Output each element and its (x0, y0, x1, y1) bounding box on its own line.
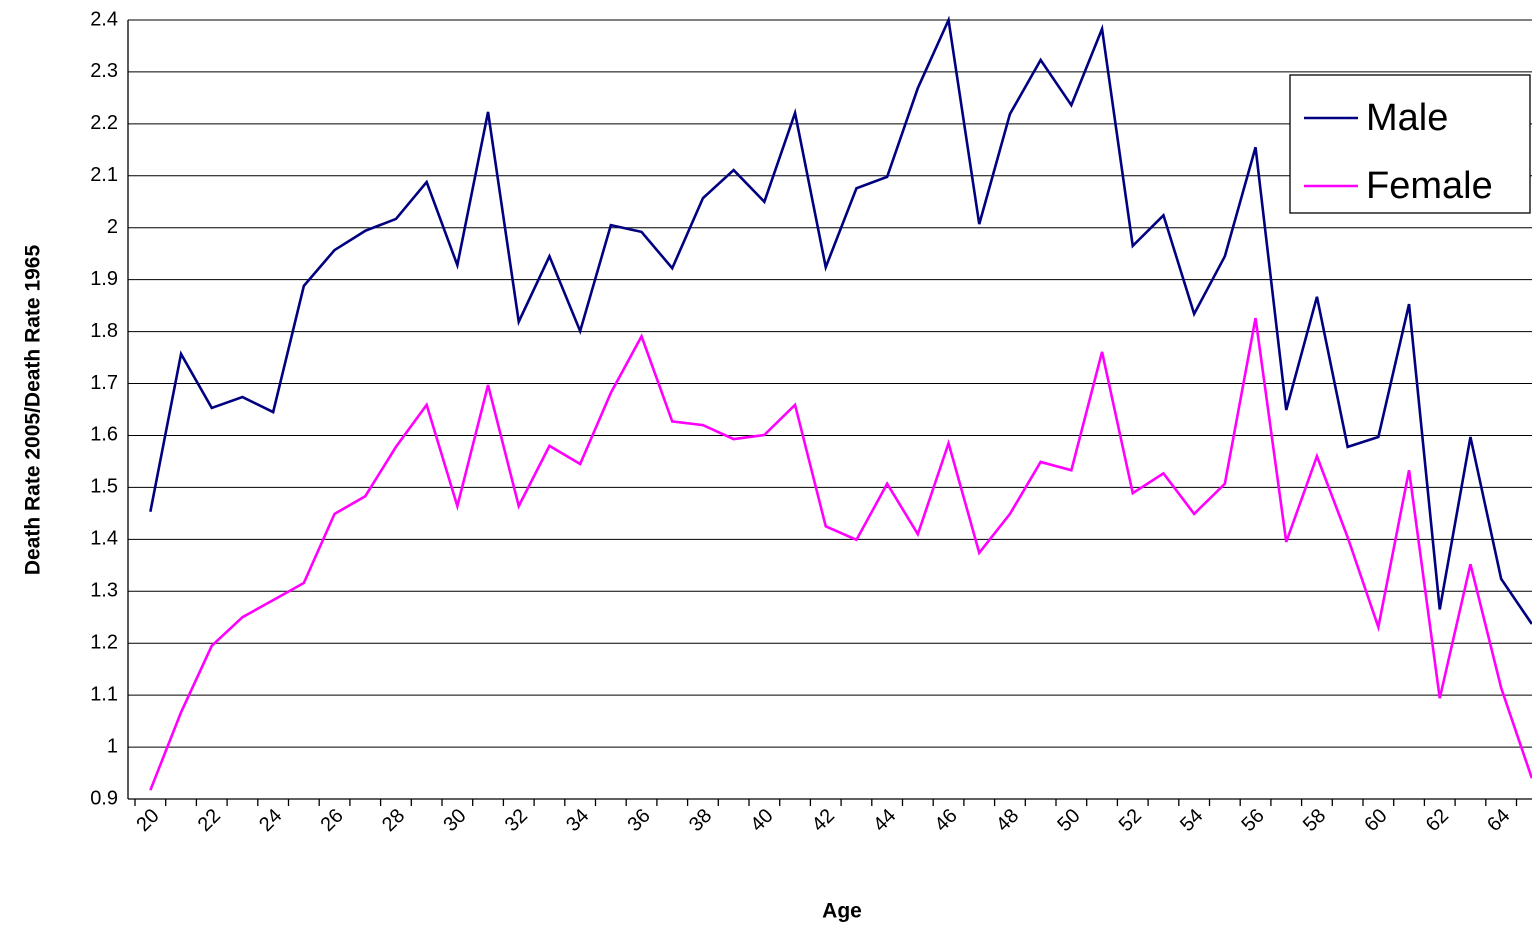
y-tick-label: 1.9 (90, 268, 118, 290)
x-tick-label: 60 (1360, 805, 1391, 836)
y-tick-label: 1.7 (90, 372, 118, 394)
x-tick-label: 20 (132, 805, 163, 836)
x-tick-label: 24 (255, 805, 286, 836)
x-axis-title: Age (822, 900, 862, 923)
x-tick-label: 64 (1483, 805, 1514, 836)
y-tick-label: 1.4 (90, 528, 118, 550)
y-tick-label: 1.3 (90, 580, 118, 602)
x-tick-label: 50 (1053, 805, 1084, 836)
y-tick-label: 1.2 (90, 631, 118, 653)
series-line (149, 15, 1532, 625)
x-tick-label: 44 (869, 805, 900, 836)
x-tick-label: 22 (194, 805, 225, 836)
x-tick-label: 36 (624, 805, 655, 836)
y-tick-label: 1.6 (90, 424, 118, 446)
x-tick-label: 38 (685, 805, 716, 836)
x-tick-label: 26 (317, 805, 348, 836)
legend-label: Male (1366, 97, 1448, 139)
x-tick-label: 52 (1115, 805, 1146, 836)
y-tick-label: 2.4 (90, 8, 118, 30)
y-tick-label: 1 (107, 735, 118, 757)
x-tick-label: 54 (1176, 805, 1207, 836)
legend-label: Female (1366, 165, 1493, 207)
y-tick-label: 0.9 (90, 787, 118, 809)
y-tick-label: 1.1 (90, 683, 118, 705)
y-tick-label: 2.2 (90, 112, 118, 134)
x-tick-label: 42 (808, 805, 839, 836)
x-tick-label: 62 (1422, 805, 1453, 836)
x-tick-label: 28 (378, 805, 409, 836)
x-tick-label: 30 (439, 805, 470, 836)
y-tick-label: 2.3 (90, 60, 118, 82)
x-tick-label: 46 (931, 805, 962, 836)
y-axis-title: Death Rate 2005/Death Rate 1965 (22, 245, 45, 576)
x-tick-label: 40 (746, 805, 777, 836)
y-tick-label: 1.8 (90, 320, 118, 342)
x-tick-label: 56 (1238, 805, 1269, 836)
x-tick-label: 58 (1299, 805, 1330, 836)
y-tick-label: 2.1 (90, 164, 118, 186)
x-tick-label: 32 (501, 805, 532, 836)
y-tick-label: 2 (107, 216, 118, 238)
series-line (149, 317, 1532, 791)
y-tick-label: 1.5 (90, 476, 118, 498)
legend-box (1289, 74, 1531, 214)
x-tick-label: 48 (992, 805, 1023, 836)
x-tick-label: 34 (562, 805, 593, 836)
